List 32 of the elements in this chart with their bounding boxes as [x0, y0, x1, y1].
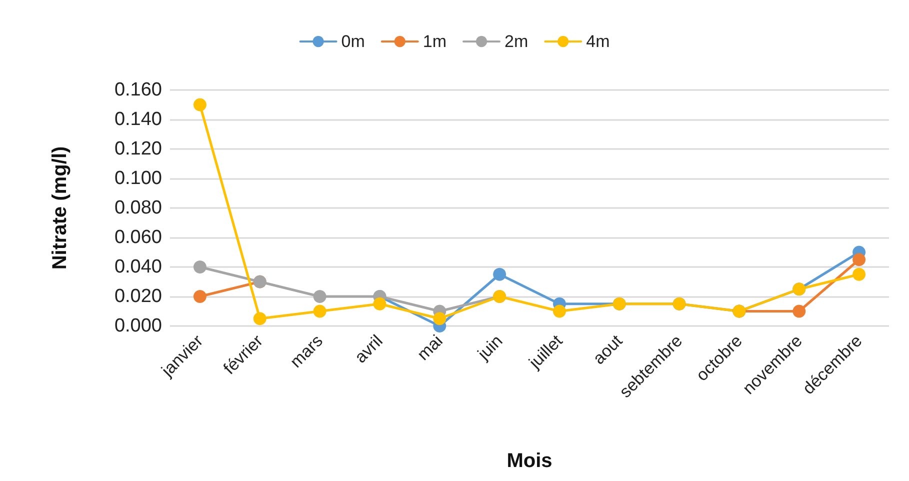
legend-label: 1m	[422, 32, 447, 51]
y-tick-label: 0.100	[114, 168, 162, 189]
legend-label: 0m	[341, 32, 365, 51]
point	[313, 304, 326, 318]
y-tick-label: 0.140	[114, 109, 162, 130]
x-tick-label: mai	[414, 331, 446, 364]
point	[852, 253, 866, 266]
point	[433, 312, 446, 326]
point	[373, 297, 386, 310]
point	[313, 290, 326, 303]
point	[193, 98, 206, 112]
x-tick-label: juin	[473, 331, 506, 364]
y-tick-label: 0.020	[114, 286, 162, 307]
x-tick-label: aout	[589, 331, 626, 368]
y-tick-label: 0.160	[114, 80, 162, 100]
y-tick-label: 0.000	[114, 316, 162, 336]
legend-label: 4m	[586, 32, 610, 51]
point	[193, 260, 206, 274]
point	[253, 312, 266, 326]
legend-label: 2m	[504, 32, 528, 51]
point	[193, 290, 206, 303]
point	[493, 268, 506, 281]
y-tick-label: 0.040	[114, 256, 162, 278]
y-axis-title: Nitrate (mg/l)	[49, 146, 71, 270]
x-axis-title: Mois	[506, 450, 552, 472]
point	[792, 304, 806, 318]
point	[852, 268, 866, 281]
point	[552, 304, 566, 318]
y-tick-label: 0.080	[114, 198, 162, 218]
y-tick-label: 0.060	[114, 227, 162, 248]
y-tick-label: 0.120	[114, 138, 162, 160]
x-tick-label: avril	[350, 331, 386, 367]
